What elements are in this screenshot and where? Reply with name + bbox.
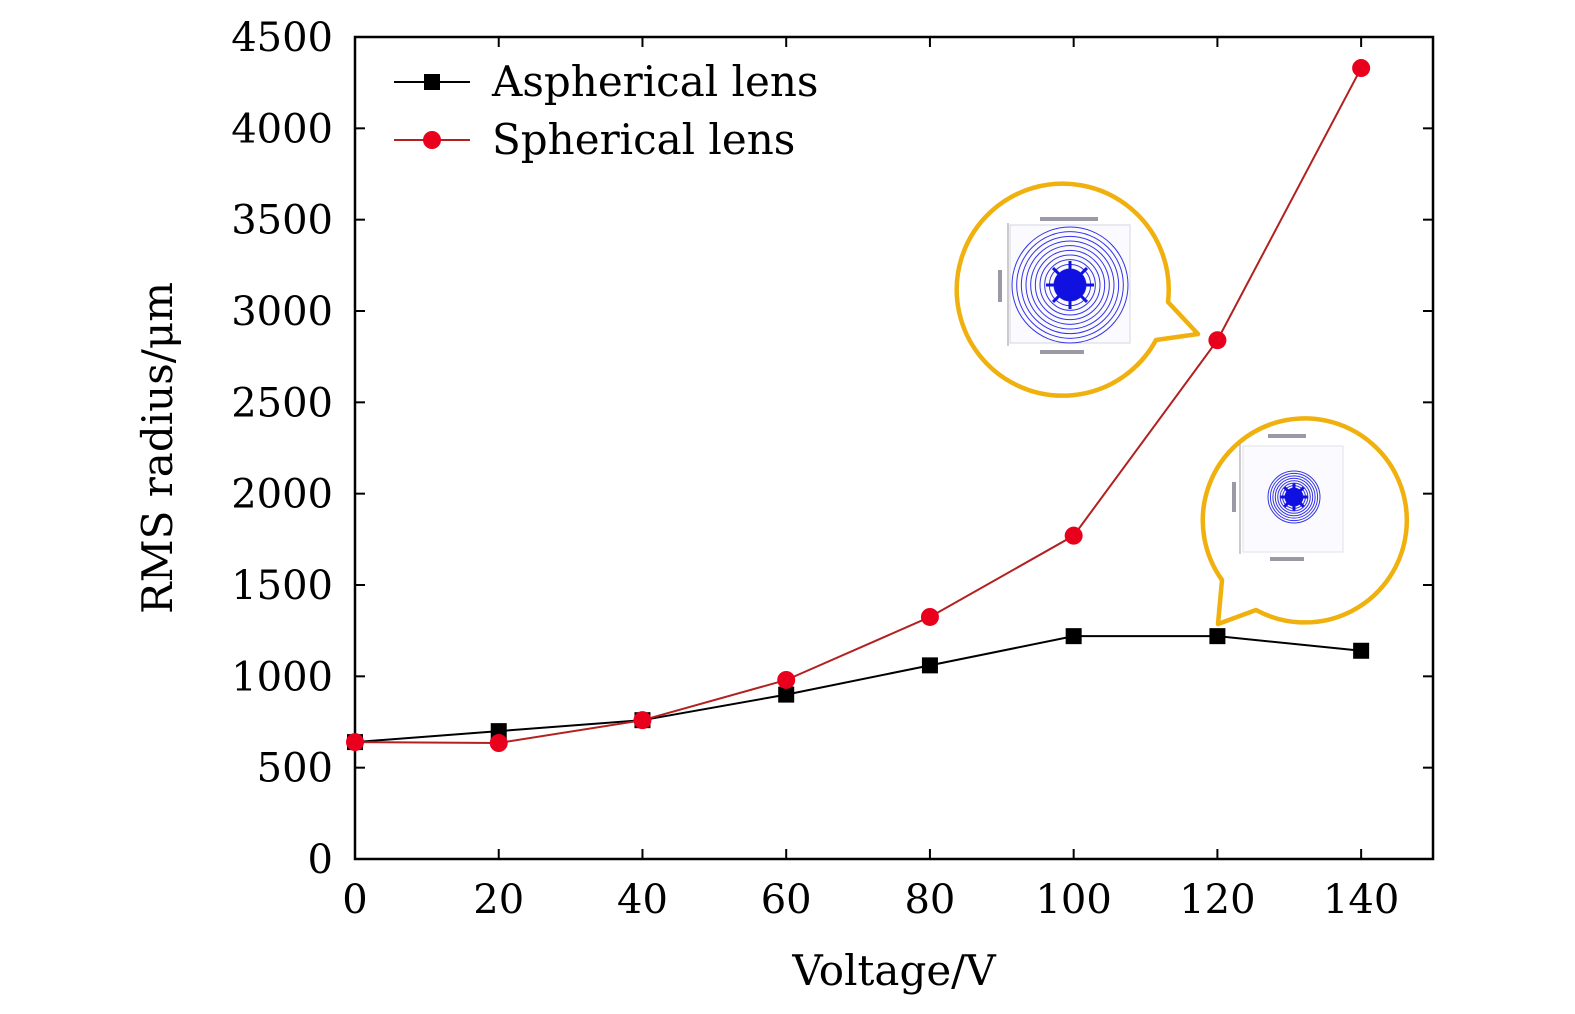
legend-item-spherical: Spherical lens	[394, 115, 795, 164]
inset-spot-diagram-aspherical	[1200, 416, 1410, 627]
y-tick-label: 4500	[231, 15, 333, 61]
series-layer	[346, 59, 1371, 753]
y-tick-label: 4000	[231, 106, 333, 152]
series-spherical-lens	[346, 59, 1371, 753]
legend-label-aspherical: Aspherical lens	[491, 57, 818, 106]
spot-ray	[1051, 283, 1072, 304]
data-point-square	[778, 686, 795, 703]
spot-ring	[1267, 470, 1321, 524]
y-tick-label: 2500	[231, 380, 333, 426]
y-tick-label: 500	[257, 746, 333, 792]
legend-label-spherical: Spherical lens	[492, 115, 795, 164]
data-point-circle	[920, 607, 939, 626]
data-point-square	[1209, 628, 1226, 645]
data-point-square	[1353, 642, 1370, 659]
series-line	[354, 67, 1363, 745]
x-tick-label: 140	[1323, 877, 1399, 923]
legend-marker-square	[424, 74, 440, 90]
data-point-circle	[633, 711, 652, 730]
spot-ray	[1068, 283, 1089, 304]
y-axis-label: RMS radius/μm	[133, 282, 182, 614]
data-point-circle	[777, 670, 796, 689]
spot-ray	[1283, 495, 1296, 508]
spot-ring	[1269, 472, 1319, 522]
data-point-square	[1065, 628, 1082, 645]
spot-ring	[1039, 254, 1101, 316]
data-point-circle	[1208, 331, 1227, 350]
x-tick-label: 100	[1035, 877, 1111, 923]
data-point-square	[921, 657, 938, 674]
data-point-circle	[346, 733, 364, 752]
plot-frame	[353, 35, 1435, 861]
spot-ring	[1020, 235, 1120, 335]
x-tick-label: 60	[761, 877, 812, 923]
spot-ring	[1030, 245, 1110, 325]
x-tick-label: 0	[342, 877, 367, 923]
y-axis-ticks: 0 500 1000 1500 2000 2500 3000 3500 4000 4500	[231, 15, 1433, 883]
spot-ring	[1011, 226, 1129, 344]
data-point-circle	[1064, 526, 1083, 545]
y-tick-label: 1500	[231, 563, 333, 609]
spot-ring	[1272, 475, 1316, 519]
legend-marker-circle	[423, 131, 441, 149]
x-tick-label: 80	[904, 877, 955, 923]
data-point-circle	[489, 734, 508, 753]
x-axis-ticks: 0 20 40 60 80 100 120 140	[342, 37, 1399, 923]
legend-item-aspherical: Aspherical lens	[394, 57, 818, 106]
x-tick-label: 20	[473, 877, 524, 923]
spot-ring	[1025, 240, 1115, 330]
spot-ray	[1051, 266, 1072, 287]
inset-spot-diagram-spherical	[954, 181, 1201, 398]
spot-ring	[1279, 482, 1309, 512]
y-tick-label: 3500	[231, 198, 333, 244]
data-point-circle	[1352, 59, 1371, 78]
legend: Aspherical lens Spherical lens	[394, 57, 818, 164]
spot-ring	[1044, 259, 1096, 311]
spot-ray	[1068, 266, 1089, 287]
spot-ring	[1016, 231, 1124, 339]
y-tick-label: 1000	[231, 654, 333, 700]
series-aspherical-lens	[347, 628, 1370, 751]
series-line	[354, 635, 1362, 744]
x-tick-label: 120	[1179, 877, 1255, 923]
spot-ray	[1292, 495, 1305, 508]
spot-ring	[1277, 480, 1311, 514]
y-tick-label: 0	[308, 837, 333, 883]
y-tick-label: 3000	[231, 289, 333, 335]
x-tick-label: 40	[617, 877, 668, 923]
spot-ring	[1274, 477, 1314, 517]
spot-ray	[1283, 486, 1296, 499]
spot-diagram-small	[1232, 434, 1344, 561]
spot-diagram-large	[998, 217, 1131, 354]
spot-ray	[1292, 486, 1305, 499]
spot-ring	[1034, 249, 1106, 321]
y-tick-label: 2000	[231, 472, 333, 518]
x-axis-label: Voltage/V	[791, 946, 996, 995]
